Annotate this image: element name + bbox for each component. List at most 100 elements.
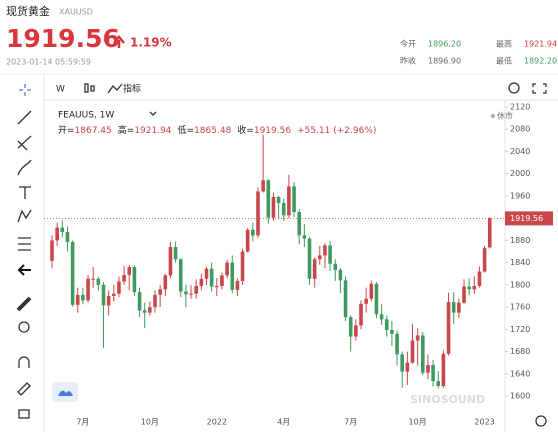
ohlc-legend: 开=1867.45 高=1921.94 低=1865.48 收=1919.56 +55.… xyxy=(58,124,376,136)
stat-value: 1892.20 xyxy=(524,57,557,66)
candle-body xyxy=(477,271,482,286)
lock-draw-tool[interactable] xyxy=(17,382,31,396)
candle-body xyxy=(441,353,446,387)
candle-body xyxy=(132,267,137,293)
y-tick-label: 1880 xyxy=(510,236,530,245)
indicators-button[interactable]: 指标 xyxy=(123,83,141,95)
stat-value: 1896.20 xyxy=(428,40,461,49)
candle-body xyxy=(318,255,322,260)
settings-button[interactable] xyxy=(508,82,520,94)
back-tool[interactable] xyxy=(17,264,31,276)
candle-body xyxy=(50,240,54,261)
candle-body xyxy=(457,302,461,313)
line-tool[interactable] xyxy=(17,110,32,125)
candle-body xyxy=(482,248,487,272)
candle-body xyxy=(374,283,379,315)
axis-settings[interactable] xyxy=(535,415,547,427)
candle-body xyxy=(436,381,441,387)
candle-body xyxy=(70,242,75,305)
x-tick-label: 4月 xyxy=(277,418,290,427)
candle-body xyxy=(173,247,178,260)
fib-tool[interactable] xyxy=(17,135,32,151)
candle-body xyxy=(86,278,90,301)
ohlc-value: 1919.56 xyxy=(254,126,291,136)
candle-body xyxy=(395,333,399,355)
y-tick-label: 1840 xyxy=(510,258,530,267)
lock-tool[interactable] xyxy=(18,409,30,419)
candle-body xyxy=(467,286,471,290)
candle-body xyxy=(220,275,224,286)
candle-body xyxy=(426,364,430,373)
ruler-tool[interactable] xyxy=(16,296,32,312)
candle-body xyxy=(400,354,404,372)
projection-tool[interactable] xyxy=(18,237,31,251)
y-tick-label: 1680 xyxy=(510,347,530,356)
y-tick-label: 2040 xyxy=(510,147,530,156)
candle-body xyxy=(472,285,477,290)
candle-body xyxy=(101,284,106,306)
asset-symbol: XAUUSD xyxy=(59,8,93,17)
candle-body xyxy=(117,281,121,294)
ohlc-label: 低= xyxy=(178,124,195,136)
candle-body xyxy=(240,251,245,281)
candle-body xyxy=(137,292,142,311)
candle-type-button[interactable] xyxy=(84,83,95,93)
candle-body xyxy=(112,293,116,296)
zoom-tool[interactable] xyxy=(18,321,30,333)
stat-label: 最低 xyxy=(496,56,512,66)
candle-body xyxy=(415,335,420,341)
change-label: +55.11 (+2.96%) xyxy=(297,126,376,136)
candle-body xyxy=(271,196,276,218)
candle-body xyxy=(245,229,250,252)
pattern-tool[interactable] xyxy=(17,209,32,223)
stat-label: 昨收 xyxy=(400,56,416,66)
text-tool[interactable] xyxy=(19,186,31,199)
candle-body xyxy=(163,275,168,290)
interval-button[interactable]: W xyxy=(56,85,65,95)
fullscreen-button[interactable] xyxy=(532,83,547,94)
candle-body xyxy=(359,303,363,326)
candle-body xyxy=(421,335,425,373)
candle-body xyxy=(230,262,235,290)
candle-body xyxy=(276,196,281,204)
y-tick-label: 1600 xyxy=(510,392,530,401)
x-tick-label: 10月 xyxy=(409,418,427,427)
magnet-tool[interactable] xyxy=(18,356,30,368)
watermark: SINOSOUND xyxy=(410,393,485,406)
candle-body xyxy=(451,302,456,313)
candle-body xyxy=(462,286,466,303)
candle-body xyxy=(281,203,286,216)
candle-body xyxy=(204,268,209,279)
indicator-icon[interactable] xyxy=(107,83,123,94)
candle-body xyxy=(390,329,394,334)
candle-body xyxy=(60,227,65,233)
timestamp: 2023-01-14 05:59:59 xyxy=(6,58,91,67)
y-tick-label: 1640 xyxy=(510,369,530,378)
symbol-menu[interactable] xyxy=(149,111,157,116)
candle-body xyxy=(410,340,415,363)
crosshair-tool[interactable] xyxy=(19,84,31,96)
candle-body xyxy=(158,289,162,295)
candle-body xyxy=(194,285,198,294)
change: 1.19% xyxy=(130,36,172,50)
candle-body xyxy=(312,259,317,279)
candle-body xyxy=(168,247,173,276)
candle-body xyxy=(369,283,374,299)
ohlc-value: 1867.45 xyxy=(75,126,112,136)
candle-body xyxy=(65,232,70,243)
candle-body xyxy=(266,180,271,218)
candle-body xyxy=(96,278,101,285)
x-tick-label: 7月 xyxy=(76,418,89,427)
candle-body xyxy=(261,180,265,192)
candle-body xyxy=(302,235,307,239)
candle-body xyxy=(384,319,389,330)
candle-body xyxy=(487,218,492,248)
candle-body xyxy=(142,310,147,313)
x-tick-label: 2022 xyxy=(207,418,227,427)
candle-body xyxy=(379,314,384,320)
candle-body xyxy=(235,280,240,290)
brush-tool[interactable] xyxy=(17,159,32,176)
candle-body xyxy=(127,267,132,275)
x-tick-label: 10月 xyxy=(141,418,159,427)
